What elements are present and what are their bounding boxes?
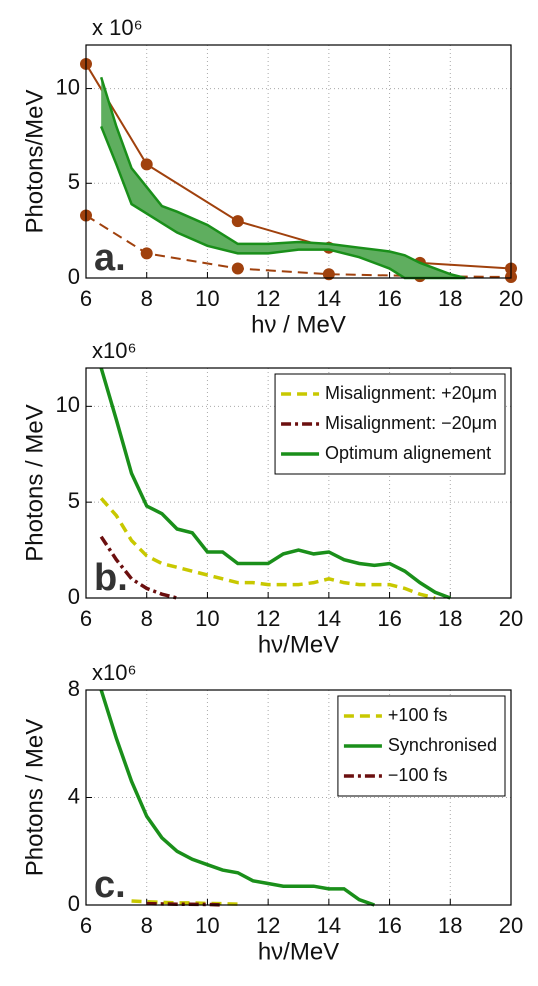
y-axis-label: Photons/MeV xyxy=(21,89,48,233)
plot-frame xyxy=(85,44,512,279)
marker xyxy=(231,215,244,228)
marker xyxy=(322,268,335,281)
plot-frame xyxy=(85,689,512,906)
y-axis-label: Photons / MeV xyxy=(21,719,48,876)
y-multiplier: x 10⁶ xyxy=(92,15,143,40)
y-tick-label: 8 xyxy=(68,676,80,701)
panel-label: b. xyxy=(94,557,128,599)
x-tick-label: 12 xyxy=(256,913,280,938)
y-tick-label: 5 xyxy=(68,488,80,513)
y-multiplier: x10⁶ xyxy=(92,660,137,685)
x-tick-label: 14 xyxy=(317,606,341,631)
x-tick-label: 16 xyxy=(377,913,401,938)
plot-frame xyxy=(85,367,512,599)
legend: Misalignment: +20μm Misalignment: −20μm Op… xyxy=(274,373,506,475)
x-tick-label: 20 xyxy=(499,913,523,938)
x-tick-label: 10 xyxy=(195,913,219,938)
x-tick-label: 8 xyxy=(141,606,153,631)
x-tick-label: 12 xyxy=(256,606,280,631)
panel-label: a. xyxy=(94,237,126,279)
legend-label: −100 fs xyxy=(388,765,448,785)
x-tick-label: 18 xyxy=(438,286,462,311)
x-axis-label: hν / MeV xyxy=(251,311,346,338)
marker xyxy=(231,262,244,275)
y-tick-label: 4 xyxy=(68,783,80,808)
x-tick-label: 16 xyxy=(377,286,401,311)
legend: +100 fs Synchronised −100 fs xyxy=(337,695,506,797)
y-tick-label: 0 xyxy=(68,584,80,609)
x-tick-label: 8 xyxy=(141,913,153,938)
legend-label: Optimum alignement xyxy=(325,443,491,463)
series-line xyxy=(85,63,512,270)
x-tick-label: 6 xyxy=(80,286,92,311)
x-tick-label: 18 xyxy=(438,913,462,938)
x-tick-label: 12 xyxy=(256,286,280,311)
legend-label: Misalignment: −20μm xyxy=(325,413,497,433)
band-area xyxy=(101,77,466,279)
x-axis-label: hν/MeV xyxy=(258,631,339,658)
x-axis-label: hν/MeV xyxy=(258,938,339,965)
series-line xyxy=(99,535,178,600)
x-tick-label: 14 xyxy=(317,913,341,938)
series-line xyxy=(99,497,436,600)
x-tick-label: 10 xyxy=(195,606,219,631)
x-tick-label: 18 xyxy=(438,606,462,631)
series-line xyxy=(99,367,451,600)
y-tick-label: 5 xyxy=(68,169,80,194)
series-line xyxy=(99,689,375,907)
panel-label: c. xyxy=(94,864,126,906)
y-tick-label: 0 xyxy=(68,891,80,916)
marker xyxy=(140,158,153,171)
y-multiplier: x10⁶ xyxy=(92,338,137,363)
legend-box xyxy=(274,373,506,475)
x-tick-label: 14 xyxy=(317,286,341,311)
x-tick-label: 8 xyxy=(141,286,153,311)
marker xyxy=(140,247,153,260)
legend-label: Misalignment: +20μm xyxy=(325,383,497,403)
x-tick-label: 16 xyxy=(377,606,401,631)
legend-label: Synchronised xyxy=(388,735,497,755)
x-tick-label: 20 xyxy=(499,606,523,631)
x-tick-label: 20 xyxy=(499,286,523,311)
band-edge xyxy=(99,76,466,280)
y-tick-label: 10 xyxy=(56,392,80,417)
y-tick-label: 0 xyxy=(68,264,80,289)
x-tick-label: 6 xyxy=(80,606,92,631)
y-axis-label: Photons / MeV xyxy=(21,404,48,561)
x-tick-label: 10 xyxy=(195,286,219,311)
legend-label: +100 fs xyxy=(388,705,448,725)
x-tick-label: 6 xyxy=(80,913,92,938)
y-tick-label: 10 xyxy=(56,74,80,99)
